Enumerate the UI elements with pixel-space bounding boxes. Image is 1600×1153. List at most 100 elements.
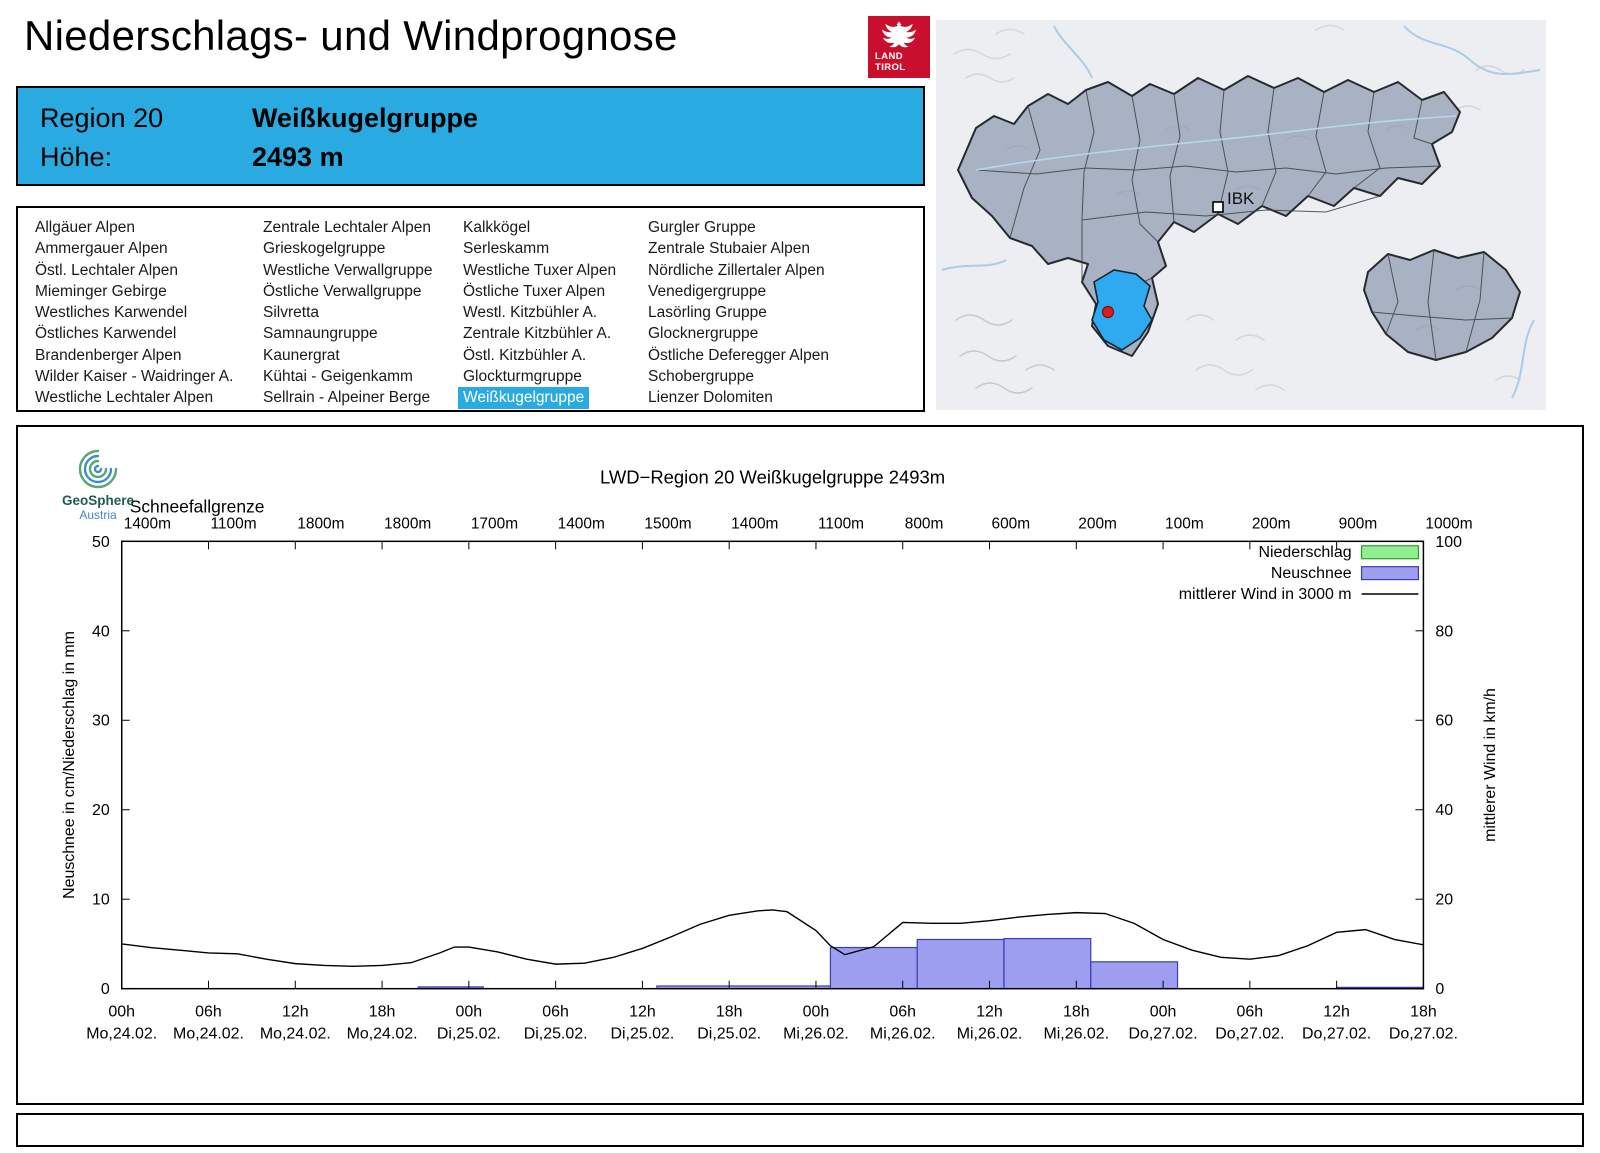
x-tick-date: Di,25.02. [697,1025,761,1042]
snowline-value: 1000m [1425,515,1472,532]
x-tick-time: 18h [1063,1004,1090,1021]
x-tick-time: 12h [976,1004,1003,1021]
region-list-item[interactable]: Venedigergruppe [648,282,767,300]
chart-frame [120,540,1425,990]
region-list-item[interactable]: Zentrale Stubaier Alpen [648,240,810,258]
region-list-item[interactable]: Westliches Karwendel [35,304,188,322]
ibk-marker [1212,201,1224,213]
region-list-item[interactable]: Sellrain - Alpeiner Berge [263,389,431,407]
region-label: Region 20 [40,103,164,133]
region-list-item[interactable]: Westliche Verwallgruppe [263,261,433,279]
snowline-value: 600m [992,515,1031,532]
geosphere-spiral-icon [78,449,118,489]
region-list-item[interactable]: Brandenberger Alpen [35,346,182,364]
snowline-value: 1400m [124,515,171,532]
geosphere-sub: Austria [79,508,117,522]
region-list-item[interactable]: Ammergauer Alpen [35,240,168,258]
tirol-map-svg: IBK [936,20,1546,410]
region-list-item[interactable]: Zentrale Lechtaler Alpen [263,219,432,236]
region-list-item-selected[interactable]: Weißkugelgruppe [458,387,590,409]
logo-line-1: LAND [875,51,903,62]
y-tick-label-left: 20 [92,802,110,819]
land-tirol-logo: LAND TIROL [868,16,930,78]
geosphere-name: GeoSphere [61,493,135,508]
region-list-item[interactable]: Westliche Lechtaler Alpen [35,389,214,407]
region-list-item[interactable]: Lienzer Dolomiten [648,389,773,407]
x-tick-time: 18h [716,1004,743,1021]
region-list-item[interactable]: Allgäuer Alpen [35,219,135,236]
region-list-item[interactable]: Kühtai - Geigenkamm [263,368,413,386]
region-list-item[interactable]: Nördliche Zillertaler Alpen [648,261,825,279]
region-list-item[interactable]: Wilder Kaiser - Waidringer A. [35,368,234,386]
neuschnee-bar [1090,961,1179,990]
region-list-item[interactable]: Serleskamm [463,240,550,258]
x-tick-date: Mi,26.02. [1043,1025,1109,1042]
snowline-value: 200m [1252,515,1291,532]
region-list-item[interactable]: Glocknergruppe [648,325,759,343]
y-tick-label-right: 40 [1435,802,1453,819]
wind-line [121,909,1424,968]
x-tick-time: 06h [195,1004,222,1021]
snowline-value: 100m [1165,515,1204,532]
region-list-item[interactable]: Östl. Lechtaler Alpen [35,261,179,279]
region-list-item[interactable]: Kaunergrat [263,346,340,364]
snowline-value: 1500m [644,515,691,532]
region-list-item[interactable]: Westliche Tuxer Alpen [463,261,617,279]
x-tick-time: 18h [1410,1004,1437,1021]
region-row: Region 20 Weißkugelgruppe [40,99,923,138]
altitude-row: Höhe: 2493 m [40,138,923,177]
altitude-value: 2493 m [252,142,344,172]
legend-swatch-box [1360,545,1420,560]
region-list-item[interactable]: Zentrale Kitzbühler A. [463,325,612,343]
y-tick-label-right: 80 [1435,623,1453,640]
snowline-value: 1400m [558,515,605,532]
geosphere-logo: GeoSphere Austria [40,447,156,522]
east-tirol-borders [1371,249,1513,361]
region-list-item[interactable]: Westl. Kitzbühler A. [463,304,598,322]
snowline-label: Schneefallgrenze [130,497,265,517]
region-list-item[interactable]: Grieskogelgruppe [263,240,386,258]
footer-strip [16,1113,1584,1147]
x-tick-date: Mi,26.02. [957,1025,1023,1042]
region-list-item[interactable]: Kalkkögel [463,219,531,236]
x-tick-date: Do,27.02. [1215,1025,1284,1042]
y-tick-label-left: 0 [101,981,110,998]
y-axis-label-right: mittlerer Wind in km/h [1482,688,1499,842]
x-tick-date: Mi,26.02. [870,1025,936,1042]
region-list-item[interactable]: Glockturmgruppe [463,368,582,386]
x-tick-date: Do,27.02. [1302,1025,1371,1042]
region-list-item[interactable]: Östliches Karwendel [35,325,177,343]
forecast-chart: LWD−Region 20 Weißkugelgruppe 2493m Schne… [61,467,1499,1043]
region-list-item[interactable]: Östliche Tuxer Alpen [463,282,606,300]
x-tick-time: 00h [1150,1004,1177,1021]
region-list-item[interactable]: Mieminger Gebirge [35,282,167,300]
region-borders [975,87,1441,305]
legend-label: Niederschlag [1258,544,1351,561]
x-tick-time: 12h [629,1004,656,1021]
region-list-item[interactable]: Östl. Kitzbühler A. [463,346,587,364]
snowline-value: 1800m [384,515,431,532]
region-list-item[interactable]: Östliche Verwallgruppe [263,282,422,300]
region-list-item[interactable]: Schobergruppe [648,368,754,386]
neuschnee-bar [916,938,1005,990]
region-list-column: Gurgler Gruppe Zentrale Stubaier Alpen Nör… [648,217,834,409]
region-list-item[interactable]: Östliche Deferegger Alpen [648,346,829,364]
station-dot [1101,305,1115,319]
region-list-item[interactable]: Lasörling Gruppe [648,304,767,322]
x-tick-time: 00h [803,1004,830,1021]
inn-river [975,115,1457,171]
y-axis-label-left: Neuschnee in cm/Niederschlag in mm [61,631,78,899]
map-relief-inside [1005,125,1411,196]
y-tick-label-left: 50 [92,534,110,551]
y-tick-label-left: 30 [92,713,110,730]
region-list-item[interactable]: Silvretta [263,304,319,322]
region-list-item[interactable]: Samnaungruppe [263,325,378,343]
x-tick-time: 06h [542,1004,569,1021]
y-tick-label-right: 0 [1435,981,1444,998]
snowline-value: 200m [1078,515,1117,532]
x-tick-time: 12h [1323,1004,1350,1021]
region-list-item[interactable]: Gurgler Gruppe [648,219,756,236]
x-tick-date: Mo,24.02. [260,1025,331,1042]
x-tick-time: 00h [456,1004,483,1021]
